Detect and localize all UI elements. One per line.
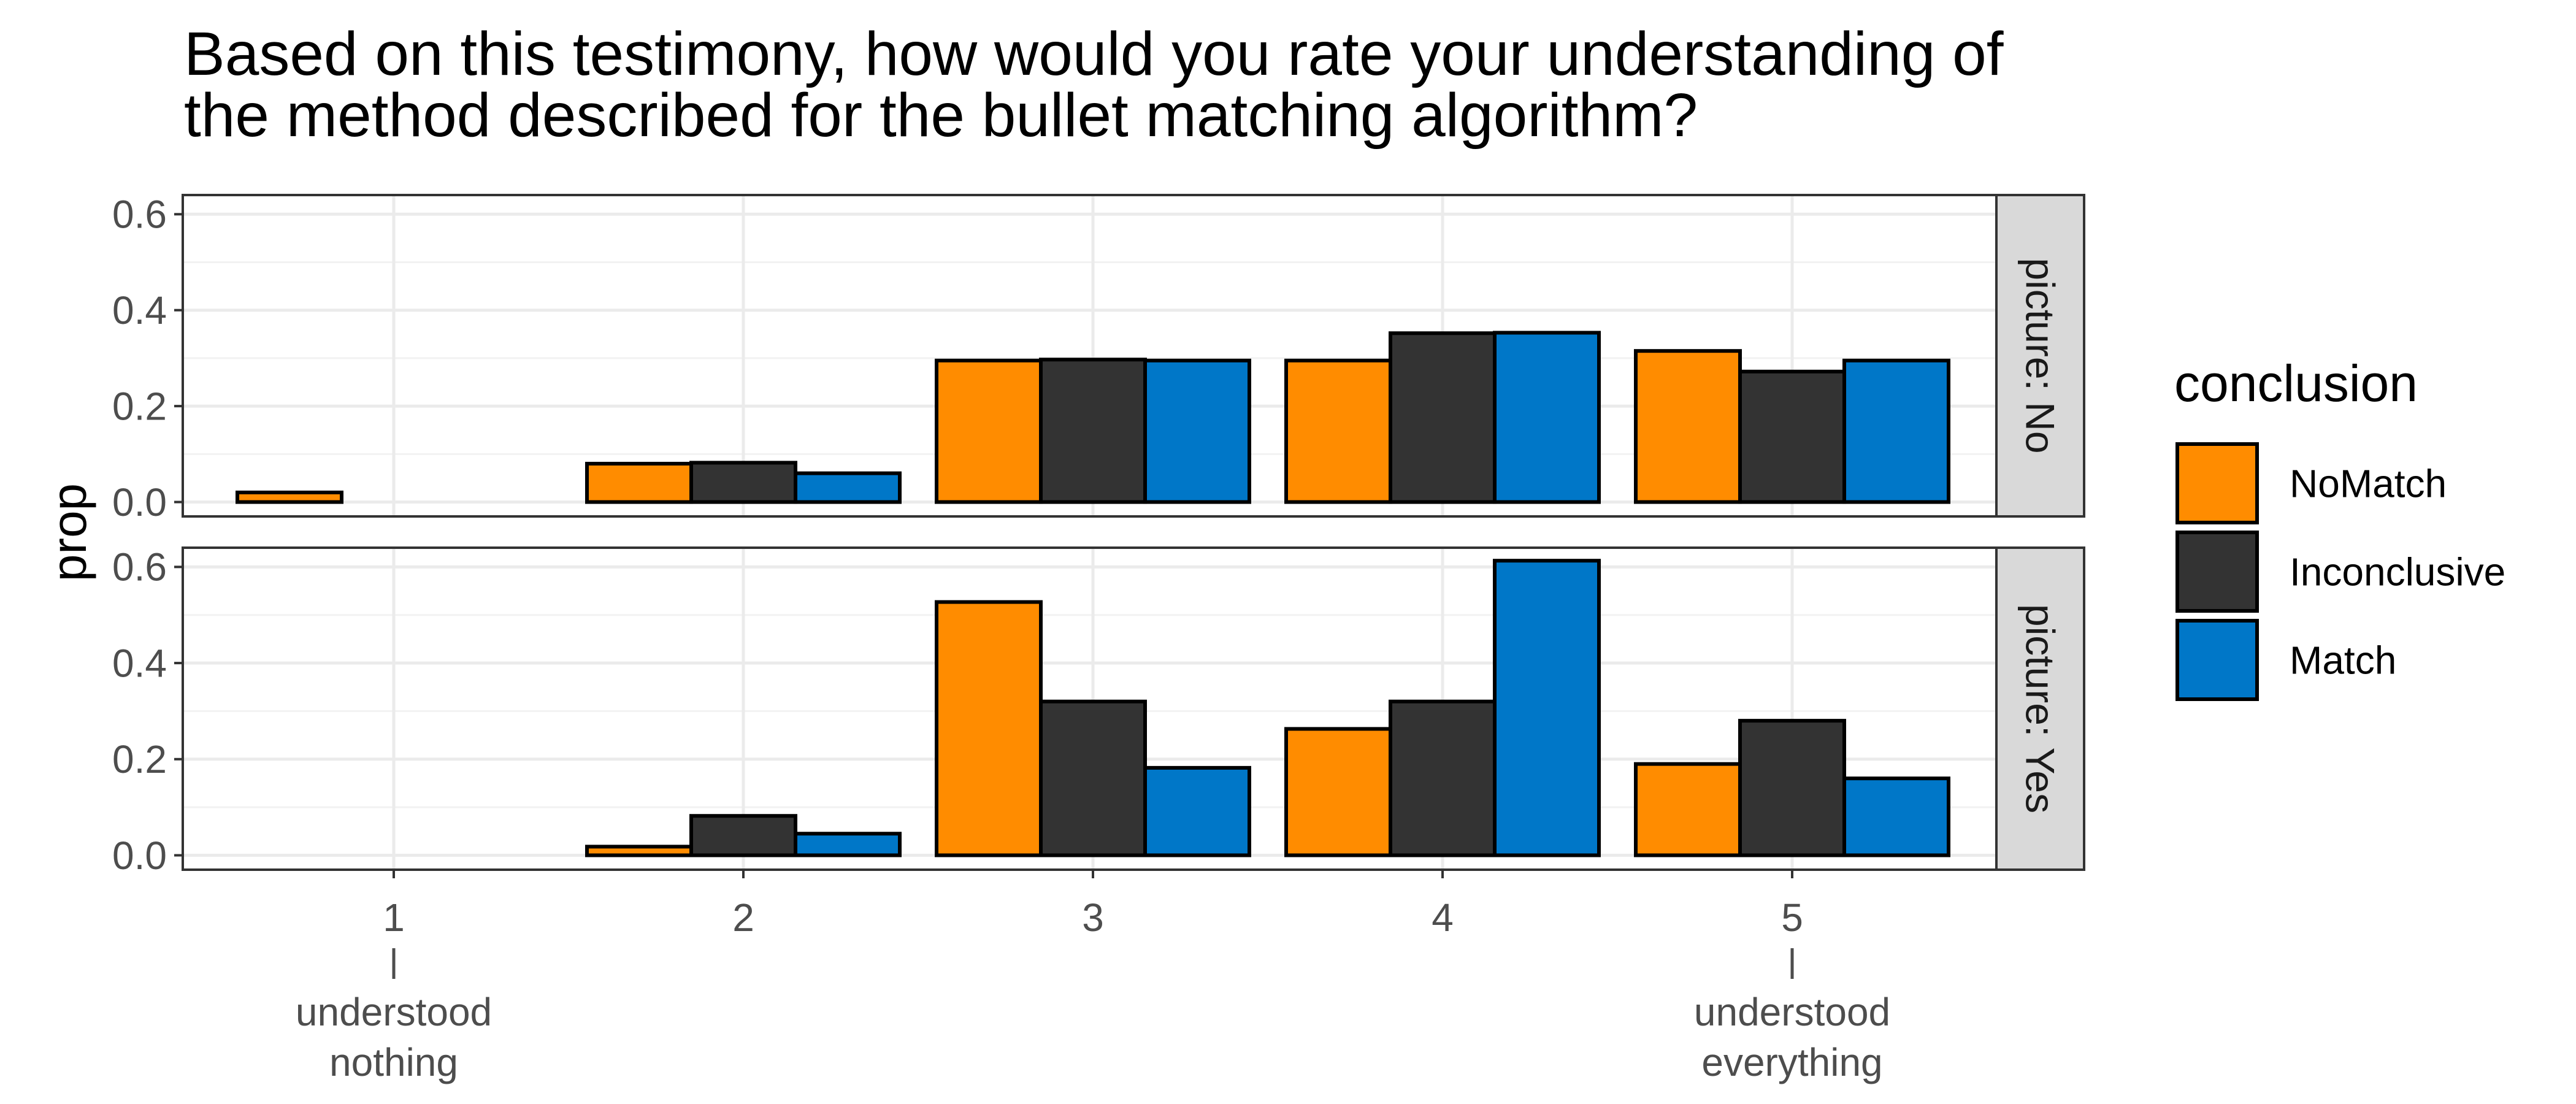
chart-title: Based on this testimony, how would you r…	[184, 20, 2004, 150]
y-tick-label: 0.6	[112, 193, 167, 237]
title-line: Based on this testimony, how would you r…	[184, 20, 2004, 88]
bar	[1493, 331, 1601, 504]
legend: conclusion NoMatch Inconclusive Match	[2174, 355, 2505, 701]
facet-panel: picture: Yes 0.0 0.2 0.4 0.6	[112, 545, 2085, 878]
bar	[236, 490, 343, 504]
bar	[1284, 358, 1392, 504]
legend-key	[2175, 442, 2259, 524]
bar	[585, 845, 693, 857]
bar	[1039, 358, 1147, 504]
bar	[1738, 369, 1846, 504]
legend-key	[2175, 619, 2259, 701]
title-line: the method described for the bullet matc…	[184, 81, 1698, 150]
x-tick-label: 5	[1781, 895, 1803, 940]
bar	[794, 832, 902, 857]
x-tick-label: 1	[383, 895, 405, 940]
bar	[1389, 699, 1497, 857]
legend-label: Inconclusive	[2290, 550, 2505, 594]
legend-label: Match	[2290, 638, 2396, 682]
bar	[1039, 699, 1147, 857]
x-annotation-label: nothing	[329, 1040, 458, 1084]
legend-title: conclusion	[2174, 355, 2418, 412]
y-tick-label: 0.0	[112, 834, 167, 878]
x-annotation-label: understood	[1694, 990, 1890, 1034]
y-axis-label: prop	[42, 483, 96, 581]
facet-panel: picture: No 0.0 0.2 0.4 0.6	[112, 193, 2085, 524]
y-tick-label: 0.4	[112, 288, 167, 332]
x-annotation-label: understood	[296, 990, 492, 1034]
x-axis: 1 2 3 4 5 understood nothing understood everythi…	[296, 870, 1890, 1084]
bar	[1493, 559, 1601, 857]
bar	[935, 600, 1043, 857]
x-tick-label: 2	[732, 895, 754, 940]
bar	[1143, 358, 1251, 504]
bar	[1842, 358, 1950, 504]
x-tick-label: 4	[1432, 895, 1454, 940]
y-tick-label: 0.0	[112, 480, 167, 524]
bar	[689, 814, 797, 857]
facet-strip	[1995, 194, 2085, 518]
facet-strip	[1995, 546, 2085, 871]
x-tick-label: 3	[1082, 895, 1104, 940]
bar	[585, 461, 693, 504]
bar	[1143, 765, 1251, 857]
bar	[1284, 727, 1392, 857]
y-tick-label: 0.2	[112, 737, 167, 781]
bar	[1634, 762, 1742, 857]
x-annotation-label: everything	[1701, 1040, 1882, 1084]
bar	[689, 461, 797, 504]
legend-key	[2175, 531, 2259, 613]
bar	[1634, 349, 1742, 504]
bar	[1389, 331, 1497, 504]
bar	[1842, 776, 1950, 857]
y-tick-label: 0.4	[112, 641, 167, 685]
bar	[794, 471, 902, 504]
y-tick-label: 0.6	[112, 545, 167, 589]
facet-panels: picture: No 0.0 0.2 0.4 0.6 picture: Yes 0.0 0.…	[112, 193, 2085, 878]
facet-strip-label: picture: No	[2017, 258, 2063, 453]
facet-strip-label: picture: Yes	[2017, 604, 2063, 813]
legend-label: NoMatch	[2290, 461, 2447, 505]
bar	[1738, 719, 1846, 857]
bar	[935, 358, 1043, 504]
y-tick-label: 0.2	[112, 385, 167, 429]
